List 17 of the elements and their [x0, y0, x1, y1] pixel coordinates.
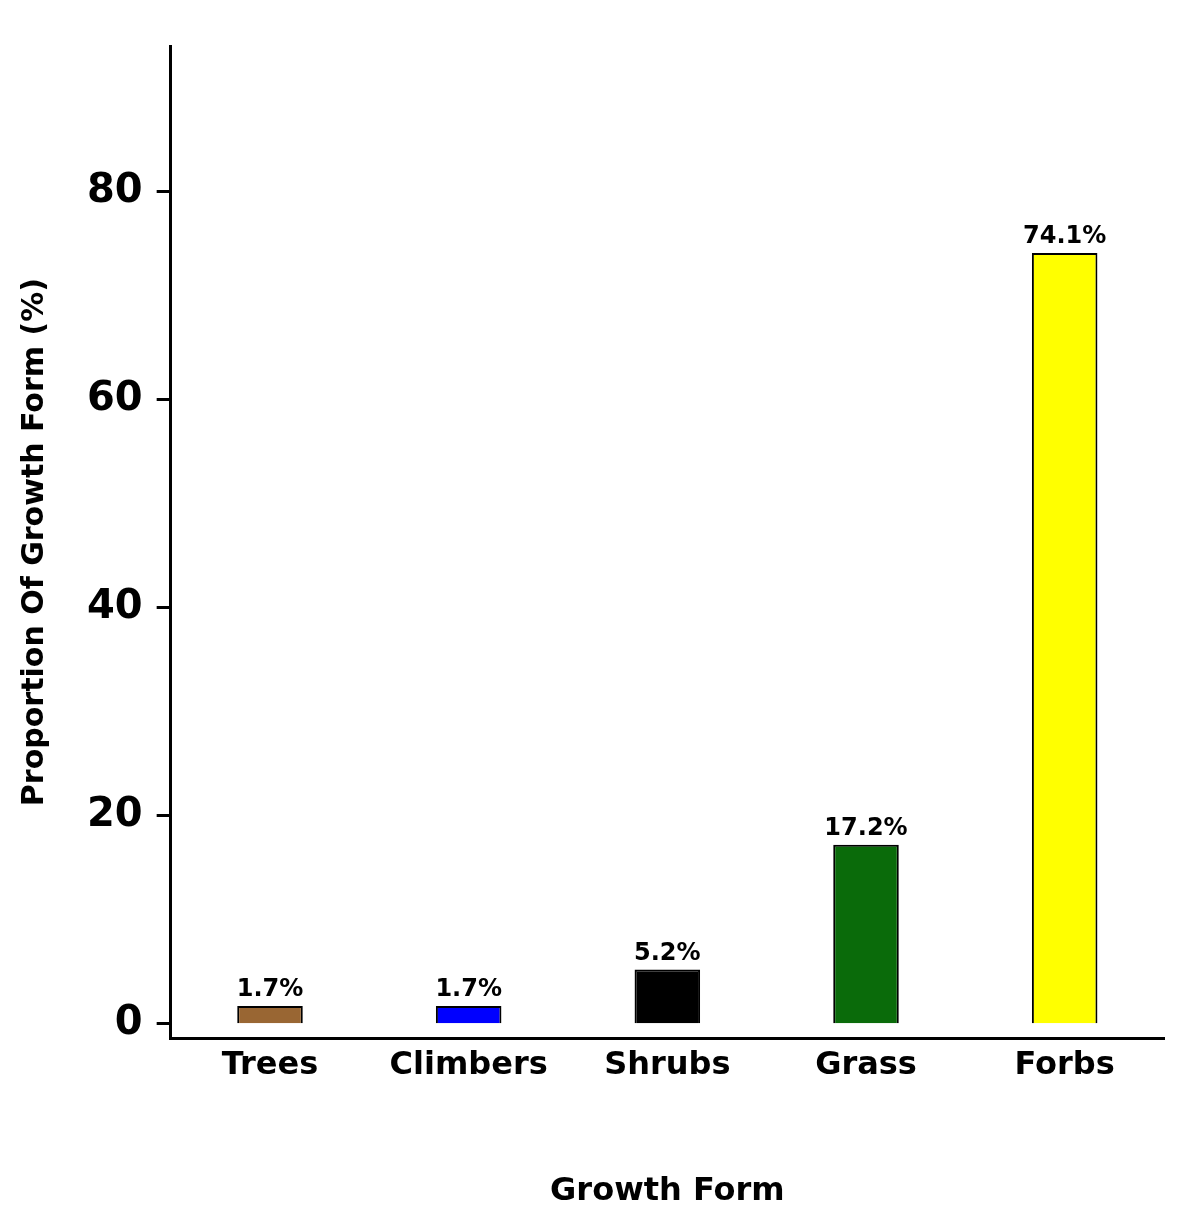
- data-label: 5.2%: [634, 937, 701, 966]
- data-label: 17.2%: [824, 812, 908, 841]
- data-label: 1.7%: [435, 974, 502, 1003]
- y-axis-title: Proportion Of Growth Form (%): [14, 278, 50, 807]
- x-axis-title: Growth Form: [550, 1170, 785, 1209]
- data-label: 74.1%: [1023, 221, 1107, 250]
- y-tick-label: 20: [86, 789, 143, 836]
- x-tick-label: Trees: [221, 1043, 319, 1082]
- x-tick-label: Shrubs: [604, 1043, 731, 1082]
- data-label: 1.7%: [236, 974, 304, 1003]
- y-tick-label: 0: [114, 997, 143, 1044]
- y-tick-label: 80: [86, 165, 143, 211]
- y-tick-label: 40: [86, 581, 143, 628]
- x-tick-label: Forbs: [1014, 1043, 1115, 1082]
- y-tick-label: 60: [86, 373, 143, 419]
- x-tick-label: Grass: [815, 1043, 917, 1082]
- x-tick-label: Climbers: [389, 1043, 548, 1082]
